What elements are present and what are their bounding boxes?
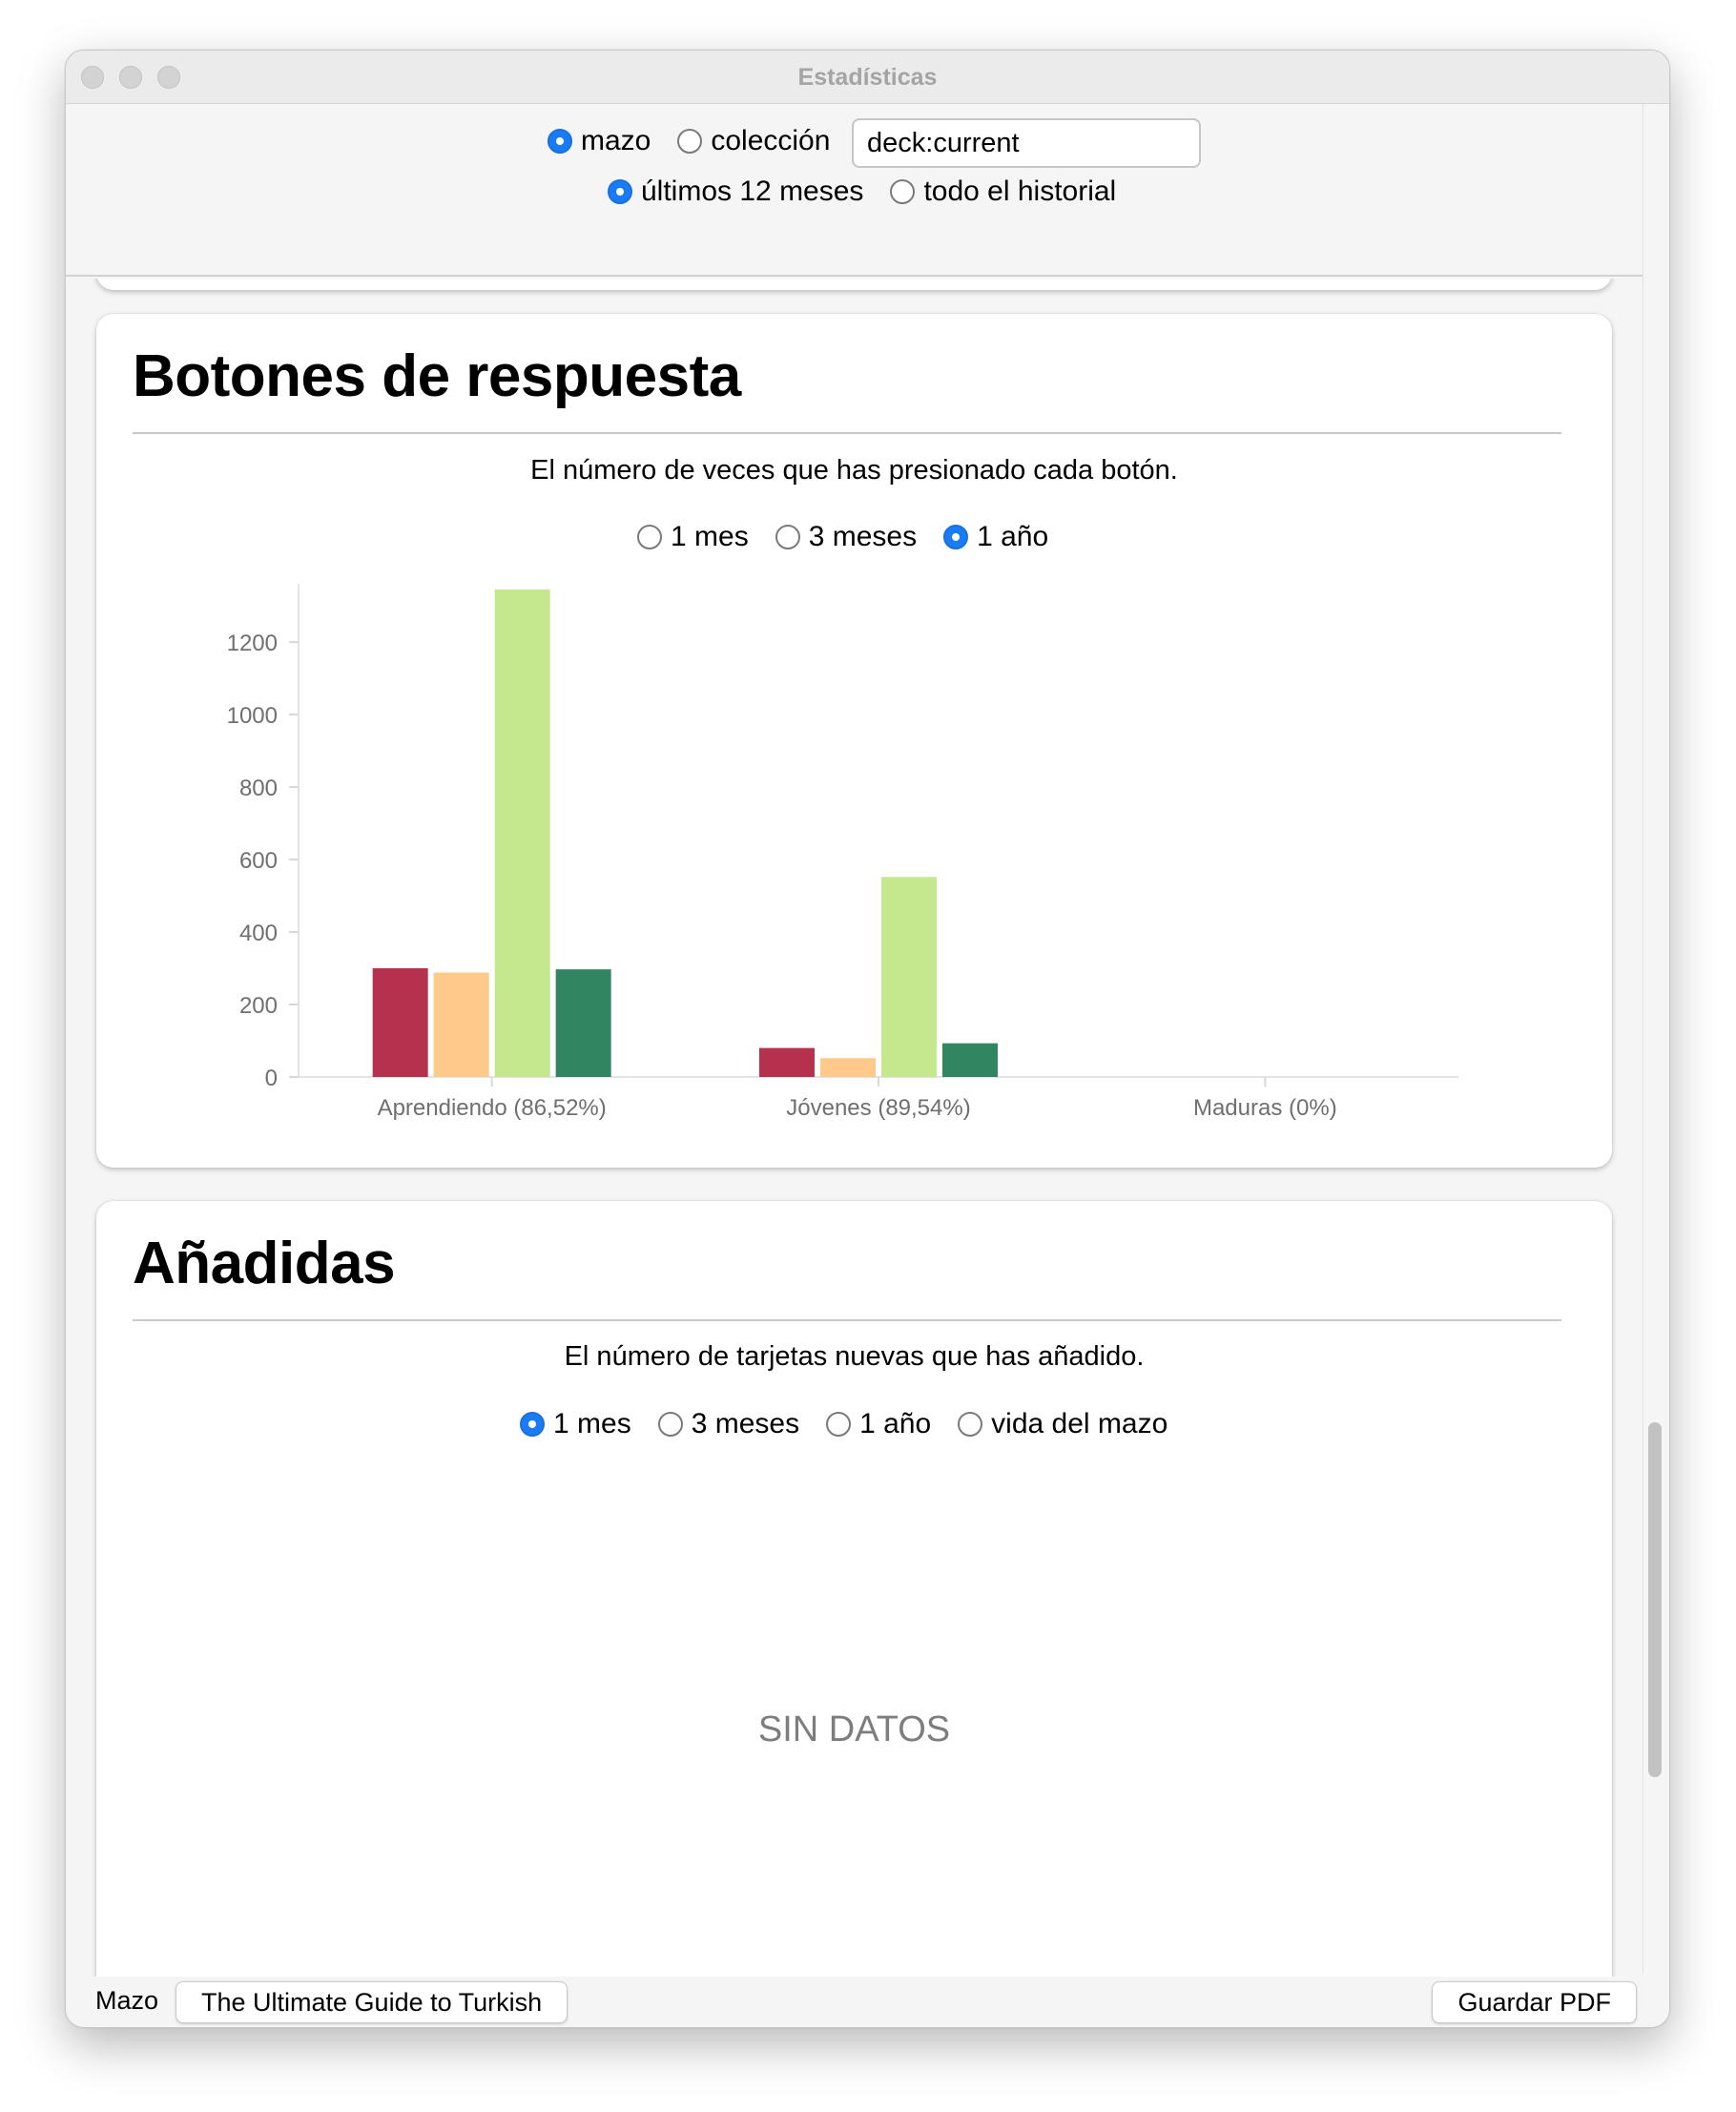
y-tick-label: 400 [239,921,278,946]
radio-unchecked-icon[interactable] [677,129,703,154]
search-input[interactable] [852,118,1201,168]
radio-unchecked-icon[interactable] [657,1412,683,1437]
radio-unchecked-icon[interactable] [890,179,916,204]
y-tick-label: 1000 [227,703,278,729]
added-range-1-month[interactable]: 1 mes [520,1408,631,1440]
no-data-message: SIN DATOS [757,1709,951,1750]
range-label: 3 meses [691,1408,800,1439]
scrollbar-thumb[interactable] [1648,1422,1662,1777]
radio-unchecked-icon[interactable] [826,1412,852,1437]
y-tick-label: 1200 [227,631,278,656]
deck-label: Mazo [95,1986,159,2015]
answer-bar[interactable] [820,1058,876,1077]
answer-bar[interactable] [942,1043,998,1077]
answer-buttons-card: Botones de respuesta El número de veces … [96,314,1612,1168]
title-divider [133,432,1561,434]
added-range-3-months[interactable]: 3 meses [657,1408,800,1440]
answer-bar[interactable] [881,877,937,1077]
deck-select-button[interactable]: The Ultimate Guide to Turkish [176,1981,568,2023]
close-window-button[interactable] [81,66,104,89]
y-tick-label: 200 [239,993,278,1019]
range-radio-all-history[interactable]: todo el historial [890,176,1116,208]
stats-window: Estadísticas mazo colección últimos 12 m… [65,50,1670,2028]
range-label: 3 meses [808,521,918,552]
scope-radio-deck[interactable]: mazo [548,125,651,157]
range-label: vida del mazo [991,1408,1168,1439]
answer-buttons-range-group: 1 mes 3 meses 1 año [637,521,1048,553]
radio-unchecked-icon[interactable] [958,1412,983,1437]
footer-bar: Mazo The Ultimate Guide to Turkish Guard… [66,1977,1669,2027]
range-radio-label: últimos 12 meses [641,176,864,207]
y-tick-label: 800 [239,776,278,801]
scope-radio-collection[interactable]: colección [677,125,830,157]
answer-buttons-chart: 0 200 400 600 800 1000 1200 Aprendiendo (86,52%… [227,584,1458,1121]
previous-card [96,279,1612,290]
added-title: Añadidas [133,1231,396,1296]
range-radio-label: todo el historial [923,176,1117,207]
range-label: 1 año [977,521,1049,552]
radio-unchecked-icon[interactable] [775,525,800,549]
range-radio-group: últimos 12 meses todo el historial [608,176,1116,208]
added-range-deck-life[interactable]: vida del mazo [958,1408,1168,1440]
title-bar: Estadísticas [66,51,1669,104]
range-label: 1 mes [671,521,749,552]
scope-radio-group: mazo colección [548,125,830,157]
scope-radio-label: mazo [581,125,651,156]
y-tick-label: 0 [265,1066,278,1091]
added-range-group: 1 mes 3 meses 1 año vida del mazo [520,1408,1168,1440]
answer-buttons-title: Botones de respuesta [133,343,741,409]
radio-unchecked-icon[interactable] [637,525,662,549]
radio-checked-icon[interactable] [943,525,969,549]
answer-range-1-month[interactable]: 1 mes [637,521,749,553]
answer-bar[interactable] [494,590,550,1077]
range-label: 1 año [859,1408,932,1439]
window-title: Estadísticas [797,64,938,91]
x-tick-label: Jóvenes (89,54%) [786,1095,970,1121]
stats-scroll-area[interactable]: Botones de respuesta El número de veces … [66,279,1643,1977]
radio-checked-icon[interactable] [608,179,632,204]
save-pdf-button[interactable]: Guardar PDF [1432,1981,1637,2023]
x-tick-label: Maduras (0%) [1193,1095,1337,1121]
radio-checked-icon[interactable] [548,129,572,154]
added-card: Añadidas El número de tarjetas nuevas qu… [96,1201,1612,1977]
y-tick-label: 600 [239,848,278,874]
answer-bar[interactable] [555,969,611,1077]
title-divider [133,1319,1561,1321]
radio-checked-icon[interactable] [520,1412,545,1437]
x-tick-label: Aprendiendo (86,52%) [378,1095,607,1121]
answer-buttons-description: El número de veces que has presionado ca… [530,455,1178,486]
minimize-window-button[interactable] [119,66,142,89]
added-description: El número de tarjetas nuevas que has aña… [564,1341,1145,1372]
answer-bar[interactable] [433,972,489,1077]
answer-range-1-year[interactable]: 1 año [943,521,1048,553]
stats-toolbar: mazo colección últimos 12 meses todo el … [66,105,1643,277]
scope-radio-label: colección [711,125,831,156]
answer-bar[interactable] [372,968,428,1077]
answer-range-3-months[interactable]: 3 meses [775,521,917,553]
range-radio-12-months[interactable]: últimos 12 meses [608,176,863,208]
added-range-1-year[interactable]: 1 año [826,1408,931,1440]
range-label: 1 mes [553,1408,631,1439]
zoom-window-button[interactable] [157,66,180,89]
answer-bar[interactable] [759,1047,815,1077]
